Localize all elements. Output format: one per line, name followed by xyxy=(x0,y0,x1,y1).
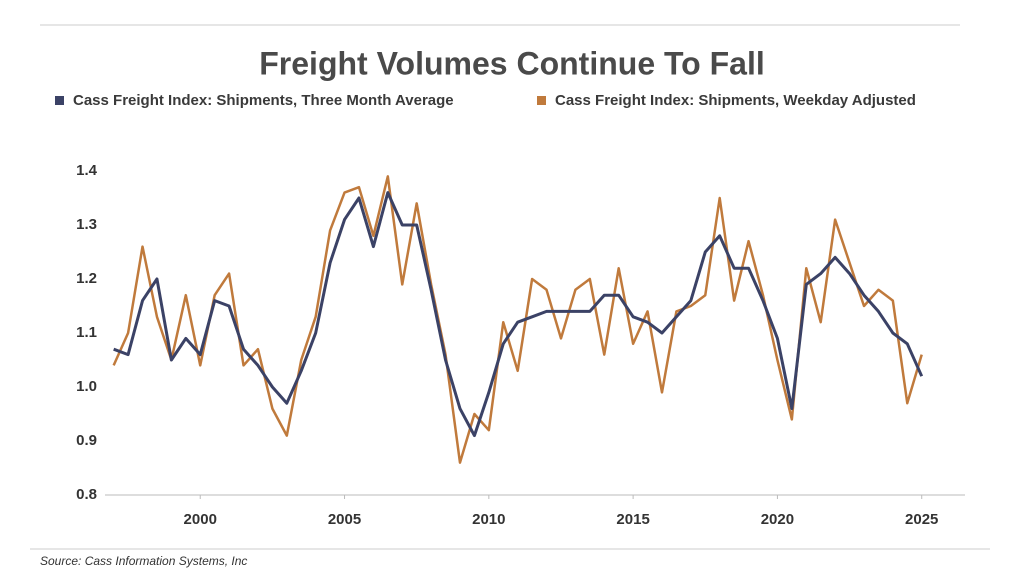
y-tick-label: 0.9 xyxy=(76,432,97,449)
y-tick-label: 1.2 xyxy=(76,270,97,287)
x-tick-label: 2015 xyxy=(616,511,649,528)
series-line xyxy=(112,175,923,464)
legend-label: Cass Freight Index: Shipments, Weekday A… xyxy=(555,92,916,109)
y-tick-label: 1.0 xyxy=(76,378,97,395)
x-tick-label: 2020 xyxy=(761,511,794,528)
x-tick-label: 2000 xyxy=(184,511,217,528)
y-tick-label: 1.3 xyxy=(76,216,97,233)
x-tick-label: 2005 xyxy=(328,511,361,528)
x-tick-label: 2025 xyxy=(905,511,938,528)
series-line xyxy=(113,191,924,438)
legend-label: Cass Freight Index: Shipments, Three Mon… xyxy=(73,92,454,109)
x-tick-label: 2010 xyxy=(472,511,505,528)
chart-title: Freight Volumes Continue To Fall xyxy=(259,45,764,81)
legend-swatch xyxy=(537,96,546,105)
y-tick-label: 1.4 xyxy=(76,162,98,179)
source-note: Source: Cass Information Systems, Inc xyxy=(40,554,247,568)
y-tick-label: 0.8 xyxy=(76,486,97,503)
legend-swatch xyxy=(55,96,64,105)
y-tick-label: 1.1 xyxy=(76,324,97,341)
